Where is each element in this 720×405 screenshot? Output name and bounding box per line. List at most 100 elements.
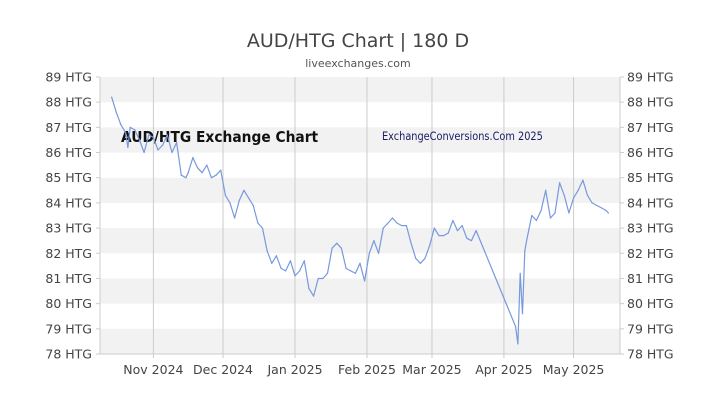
data-point: [201, 172, 203, 174]
data-point: [138, 139, 141, 141]
data-point: [396, 222, 398, 224]
data-point: [568, 212, 570, 214]
data-point: [577, 189, 579, 191]
data-point: [545, 189, 547, 191]
data-point: [243, 189, 245, 191]
data-point: [111, 96, 113, 98]
data-point: [180, 174, 182, 176]
y-tick-label-right: 89 HTG: [627, 70, 674, 85]
y-tick-label-right: 81 HTG: [627, 271, 674, 286]
data-point: [521, 313, 524, 315]
data-point: [377, 252, 380, 254]
data-point: [285, 270, 287, 272]
y-tick-label-left: 78 HTG: [45, 347, 92, 362]
data-point: [452, 219, 454, 222]
grid-band: [100, 328, 620, 354]
grid-band: [100, 77, 620, 103]
data-point: [475, 230, 477, 232]
data-point: [257, 222, 259, 224]
y-tick-label-right: 86 HTG: [627, 145, 674, 160]
data-point: [517, 343, 519, 345]
data-point: [229, 202, 231, 204]
data-point: [143, 151, 145, 154]
x-tick-label: Mar 2025: [402, 362, 461, 377]
vertical-gridlines: [152, 77, 575, 354]
y-tick-label-right: 83 HTG: [627, 221, 674, 236]
data-point: [549, 217, 551, 219]
data-point: [152, 136, 154, 139]
data-point: [535, 219, 538, 222]
x-axis: Nov 2024 Dec 2024 Jan 2025 Feb 2025 Mar 2025…: [123, 354, 604, 377]
data-point: [120, 124, 122, 126]
data-point: [419, 262, 421, 264]
data-point: [531, 214, 533, 217]
data-point: [401, 224, 403, 227]
data-point: [326, 272, 329, 275]
x-tick-label: Jan 2025: [266, 362, 322, 377]
data-point: [373, 240, 375, 242]
y-tick-label-right: 78 HTG: [627, 347, 674, 362]
data-point: [162, 144, 164, 146]
data-point: [166, 134, 168, 136]
data-point: [540, 209, 542, 212]
data-point: [405, 224, 408, 227]
x-tick-label: Apr 2025: [475, 362, 532, 377]
data-point: [350, 270, 352, 272]
data-point: [294, 275, 296, 277]
data-point: [586, 194, 589, 196]
data-point: [519, 272, 521, 275]
y-axis-left: 89 HTG 88 HTG 87 HTG 86 HTG 85 HTG 84 HTG 83 H…: [45, 70, 100, 362]
data-point: [252, 204, 254, 207]
data-point: [340, 247, 343, 249]
watermark-label: ExchangeConversions.Com 2025: [382, 129, 543, 143]
plot-bands: [100, 77, 620, 354]
data-point: [185, 177, 187, 179]
y-tick-label-left: 89 HTG: [45, 70, 92, 85]
data-point: [210, 177, 213, 179]
y-tick-label-left: 83 HTG: [45, 221, 92, 236]
data-point: [303, 260, 305, 262]
y-tick-label-right: 82 HTG: [627, 246, 674, 261]
data-point: [554, 212, 556, 214]
grid-band: [100, 278, 620, 304]
data-point: [582, 179, 584, 181]
data-point: [345, 267, 347, 269]
data-point: [364, 280, 366, 282]
data-point: [127, 146, 129, 149]
y-tick-label-right: 80 HTG: [627, 296, 674, 311]
grid-band: [100, 228, 620, 254]
y-tick-label-left: 82 HTG: [45, 246, 92, 261]
data-point: [591, 202, 593, 204]
data-point: [129, 126, 131, 128]
data-point: [526, 237, 528, 239]
y-tick-label-right: 88 HTG: [627, 95, 674, 110]
data-point: [148, 134, 150, 136]
data-point: [596, 204, 598, 207]
data-point: [433, 227, 435, 229]
data-point: [187, 172, 189, 174]
y-tick-label-left: 84 HTG: [45, 195, 92, 210]
data-point: [415, 257, 417, 259]
x-tick-label: May 2025: [543, 362, 605, 377]
data-point: [134, 129, 136, 131]
data-point: [331, 247, 333, 249]
data-point: [514, 325, 517, 327]
y-tick-label-left: 87 HTG: [45, 120, 92, 135]
x-tick-label: Feb 2025: [338, 362, 396, 377]
data-point: [600, 207, 603, 209]
data-point: [572, 197, 575, 199]
data-point: [607, 212, 609, 214]
data-point: [176, 141, 178, 144]
data-point: [266, 250, 268, 252]
data-point: [115, 111, 117, 113]
data-point: [461, 224, 463, 227]
data-point: [124, 131, 127, 133]
data-point: [299, 270, 301, 272]
y-tick-label-left: 86 HTG: [45, 145, 92, 160]
data-point: [424, 257, 426, 259]
data-point: [247, 197, 250, 199]
y-tick-label-left: 79 HTG: [45, 321, 92, 336]
data-point: [563, 194, 565, 196]
data-point: [322, 277, 324, 280]
